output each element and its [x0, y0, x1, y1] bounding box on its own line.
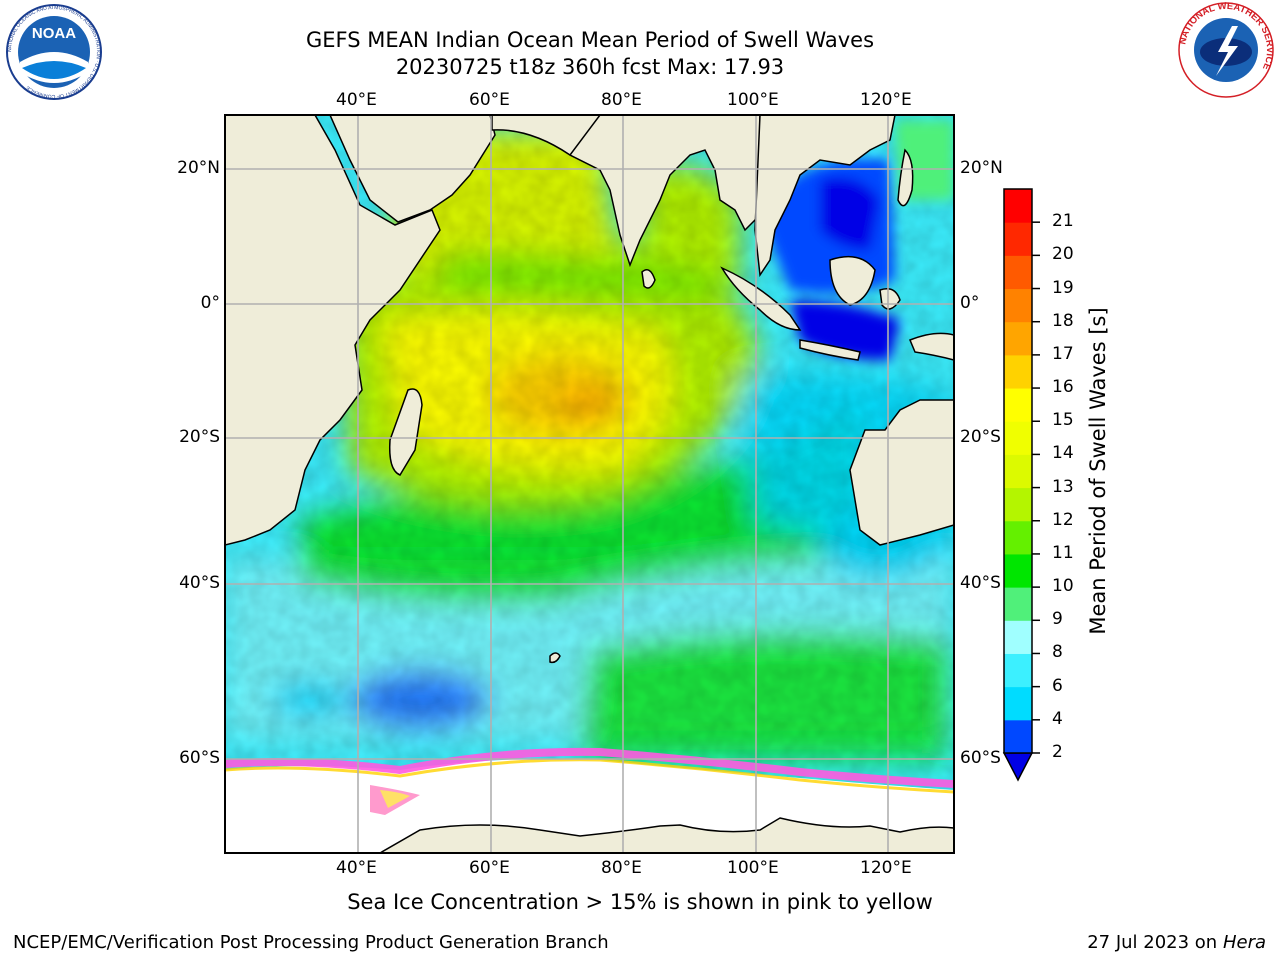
lat-label-left: 0°	[200, 293, 220, 313]
colorbar-segment	[1004, 719, 1032, 754]
colorbar-segment	[1004, 288, 1032, 323]
nws-logo: NATIONAL WEATHER SERVICE	[1177, 1, 1275, 98]
colorbar-tick-label: 15	[1052, 410, 1074, 431]
sumatra	[720, 266, 802, 331]
colorbar-segment	[1004, 653, 1032, 688]
lon-label-bottom: 100°E	[727, 858, 779, 878]
footer-date: 27 Jul 2023 on Hera	[1087, 932, 1266, 953]
lat-label-right: 60°S	[960, 748, 1001, 768]
sea-ice-note: Sea Ice Concentration > 15% is shown in …	[347, 890, 933, 914]
lon-label-bottom: 40°E	[336, 858, 377, 878]
colorbar-tick-label: 4	[1052, 708, 1063, 729]
lat-label-right: 40°S	[960, 573, 1001, 593]
colorbar-segment	[1004, 255, 1032, 290]
colorbar-segment	[1004, 620, 1032, 654]
colorbar-segment	[1004, 553, 1032, 588]
colorbar-frame	[1003, 188, 1033, 754]
lat-label-right: 20°N	[960, 158, 1003, 178]
se-asia	[754, 115, 896, 278]
colorbar-tick-label: 18	[1052, 310, 1074, 331]
colorbar	[1002, 188, 1040, 782]
philippines	[897, 148, 914, 207]
footer-date-text: 27 Jul 2023 on	[1087, 932, 1223, 953]
colorbar-tick-label: 2	[1052, 742, 1063, 762]
colorbar-segment	[1004, 189, 1032, 223]
colorbar-tick-label: 8	[1052, 642, 1063, 663]
lon-label-top: 40°E	[336, 90, 377, 110]
noaa-logo-text: NOAA	[32, 25, 76, 42]
colorbar-label: Mean Period of Swell Waves [s]	[1086, 307, 1110, 635]
colorbar-segment	[1004, 686, 1032, 721]
colorbar-tick-label: 20	[1052, 244, 1074, 265]
map-frame	[224, 114, 955, 854]
lat-label-left: 60°S	[179, 748, 220, 768]
colorbar-segment	[1004, 321, 1032, 356]
colorbar-segment	[1004, 454, 1032, 489]
colorbar-segment	[1004, 587, 1032, 621]
colorbar-tick-label: 19	[1052, 277, 1074, 298]
lat-label-left: 40°S	[179, 573, 220, 593]
new-guinea	[909, 332, 954, 361]
lat-label-left: 20°S	[179, 427, 220, 447]
colorbar-segment	[1004, 421, 1032, 455]
footer-credit: NCEP/EMC/Verification Post Processing Pr…	[13, 932, 609, 953]
lon-label-top: 60°E	[469, 90, 510, 110]
colorbar-tick-label: 6	[1052, 675, 1063, 696]
colorbar-tick-label: 11	[1052, 542, 1074, 563]
lon-label-top: 100°E	[727, 90, 779, 110]
map-field	[225, 115, 954, 853]
madagascar	[388, 388, 423, 476]
borneo	[829, 255, 876, 306]
lon-label-bottom: 120°E	[860, 858, 912, 878]
lon-label-top: 120°E	[860, 90, 912, 110]
noaa-logo: NOAA NATIONAL OCEANIC AND ATMOSPHERIC AD…	[6, 4, 102, 100]
colorbar-tick-label: 9	[1052, 609, 1063, 630]
sea-ice-edge	[225, 747, 954, 788]
colorbar-tick-label: 12	[1052, 509, 1074, 530]
colorbar-tick-label: 13	[1052, 476, 1074, 497]
colorbar-tick-label: 10	[1052, 576, 1074, 597]
colorbar-tick-label: 14	[1052, 443, 1074, 464]
colorbar-segment	[1004, 354, 1032, 389]
colorbar-tick-label: 21	[1052, 211, 1074, 232]
colorbar-segment	[1004, 487, 1032, 522]
chart-title-line2: 20230725 t18z 360h fcst Max: 17.93	[395, 55, 785, 79]
lon-label-bottom: 80°E	[601, 858, 642, 878]
antarctica	[378, 817, 954, 853]
chart-title-line1: GEFS MEAN Indian Ocean Mean Period of Sw…	[305, 28, 875, 52]
colorbar-segment	[1004, 222, 1032, 256]
lat-label-right: 20°S	[960, 427, 1001, 447]
lat-label-left: 20°N	[177, 158, 220, 178]
colorbar-extend-arrow	[1002, 752, 1034, 782]
colorbar-tick-label: 17	[1052, 343, 1074, 364]
kerguelen	[549, 652, 561, 664]
lat-label-right: 0°	[960, 293, 980, 313]
colorbar-segment	[1004, 388, 1032, 422]
colorbar-tick-label: 16	[1052, 377, 1074, 398]
gridlines	[225, 115, 954, 853]
colorbar-segment	[1004, 520, 1032, 555]
sri-lanka	[641, 269, 656, 289]
lon-label-top: 80°E	[601, 90, 642, 110]
footer-machine: Hera	[1222, 932, 1266, 953]
java	[799, 339, 861, 361]
australia	[849, 399, 954, 546]
lon-label-bottom: 60°E	[469, 858, 510, 878]
